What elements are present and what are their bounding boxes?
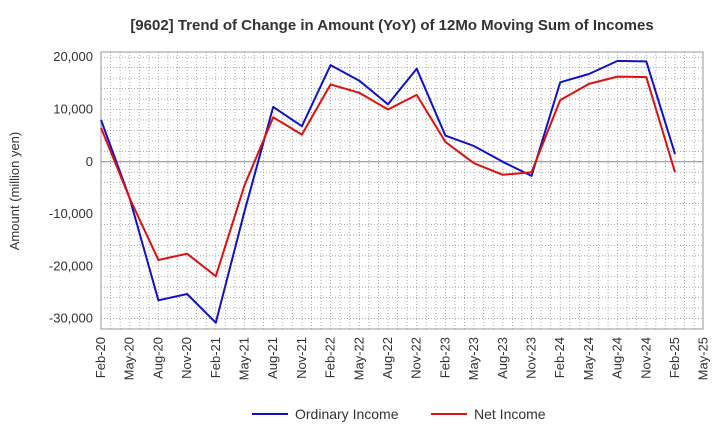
x-tick-label: Feb-20 [93,337,108,378]
series-line-net-income [100,75,676,278]
legend-label-ordinary-income: Ordinary Income [295,406,399,422]
x-tick-label: Feb-21 [208,337,223,378]
x-tick-label: Aug-24 [610,337,625,379]
legend-label-net-income: Net Income [474,406,546,422]
x-tick-label: Aug-23 [495,337,510,379]
x-tick-label: Nov-23 [524,337,539,379]
x-tick-label: Nov-24 [638,337,653,379]
y-tick-label: -20,000 [49,258,93,273]
legend: Ordinary Income Net Income [252,406,546,422]
x-tick-label: Nov-22 [409,337,424,379]
x-tick-label: May-24 [581,337,596,380]
series-lines [100,59,676,324]
x-tick-label: Nov-20 [179,337,194,379]
x-axis-ticks: Feb-20 May-20 Aug-20 Nov-20 Feb-21 May-21 Aug-… [93,337,711,380]
y-tick-label: 0 [86,154,93,169]
x-tick-label: Feb-23 [437,337,452,378]
x-tick-label: May-22 [351,337,366,380]
x-tick-label: Nov-21 [294,337,309,379]
x-tick-label: Feb-24 [552,337,567,378]
y-tick-label: 20,000 [53,49,93,64]
plot-area [100,51,704,330]
y-tick-label: -10,000 [49,206,93,221]
x-tick-label: Aug-20 [150,337,165,379]
x-tick-label: May-23 [466,337,481,380]
x-tick-label: May-25 [696,337,711,380]
x-tick-label: Aug-21 [265,337,280,379]
y-tick-label: 10,000 [53,101,93,116]
x-tick-label: Feb-25 [667,337,682,378]
x-tick-label: May-21 [237,337,252,380]
y-tick-label: -30,000 [49,311,93,326]
x-tick-label: Feb-22 [323,337,338,378]
chart-title: [9602] Trend of Change in Amount (YoY) o… [130,17,653,34]
x-tick-label: May-20 [122,337,137,380]
y-axis-label: Amount (million yen) [7,132,22,251]
grid [100,52,703,330]
series-line-ordinary-income [100,59,676,324]
y-axis-ticks: 20,000 10,000 0 -10,000 -20,000 -30,000 [49,49,93,325]
x-tick-label: Aug-22 [380,337,395,379]
